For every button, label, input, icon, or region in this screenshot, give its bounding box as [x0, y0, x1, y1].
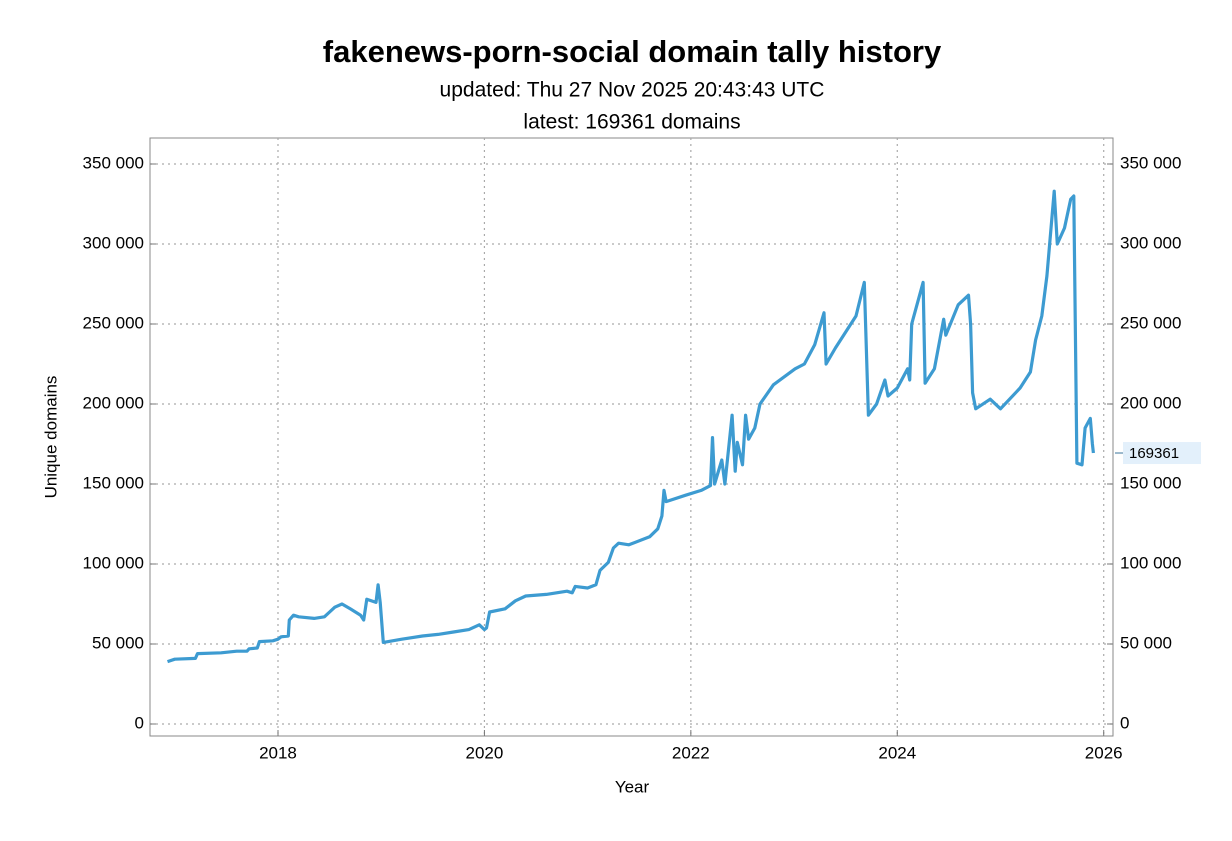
- y-tick-label: 200 000: [83, 393, 144, 412]
- x-tick-label: 2020: [466, 743, 504, 762]
- chart-subtitle: latest: 169361 domains: [523, 111, 740, 134]
- chart-title: fakenews-porn-social domain tally histor…: [323, 34, 942, 69]
- y-tick-label: 150 000: [83, 473, 144, 492]
- y2-tick-label: 300 000: [1120, 233, 1181, 252]
- y-tick-label: 300 000: [83, 233, 144, 252]
- y-tick-label: 350 000: [83, 153, 144, 172]
- chart-subtitle: updated: Thu 27 Nov 2025 20:43:43 UTC: [440, 79, 825, 102]
- y-axis-label: Unique domains: [41, 376, 60, 499]
- data-line: [167, 189, 1095, 664]
- x-tick-label: 2026: [1085, 743, 1123, 762]
- y2-tick-label: 100 000: [1120, 553, 1181, 572]
- y2-tick-label: 200 000: [1120, 393, 1181, 412]
- y2-tick-label: 0: [1120, 713, 1129, 732]
- x-axis-label: Year: [615, 777, 650, 796]
- y-tick-label: 100 000: [83, 553, 144, 572]
- y-tick-label: 0: [135, 713, 144, 732]
- x-tick-label: 2018: [259, 743, 297, 762]
- y-tick-label: 250 000: [83, 313, 144, 332]
- y2-tick-label: 150 000: [1120, 473, 1181, 492]
- y-tick-label: 50 000: [92, 633, 144, 652]
- x-tick-label: 2024: [878, 743, 916, 762]
- plot-frame: [149, 137, 1114, 737]
- y2-tick-label: 250 000: [1120, 313, 1181, 332]
- y2-tick-label: 50 000: [1120, 633, 1172, 652]
- x-tick-label: 2022: [672, 743, 710, 762]
- y2-tick-label: 350 000: [1120, 153, 1181, 172]
- annotation-box: [1123, 442, 1201, 465]
- annotation-label: 169361: [1129, 445, 1179, 462]
